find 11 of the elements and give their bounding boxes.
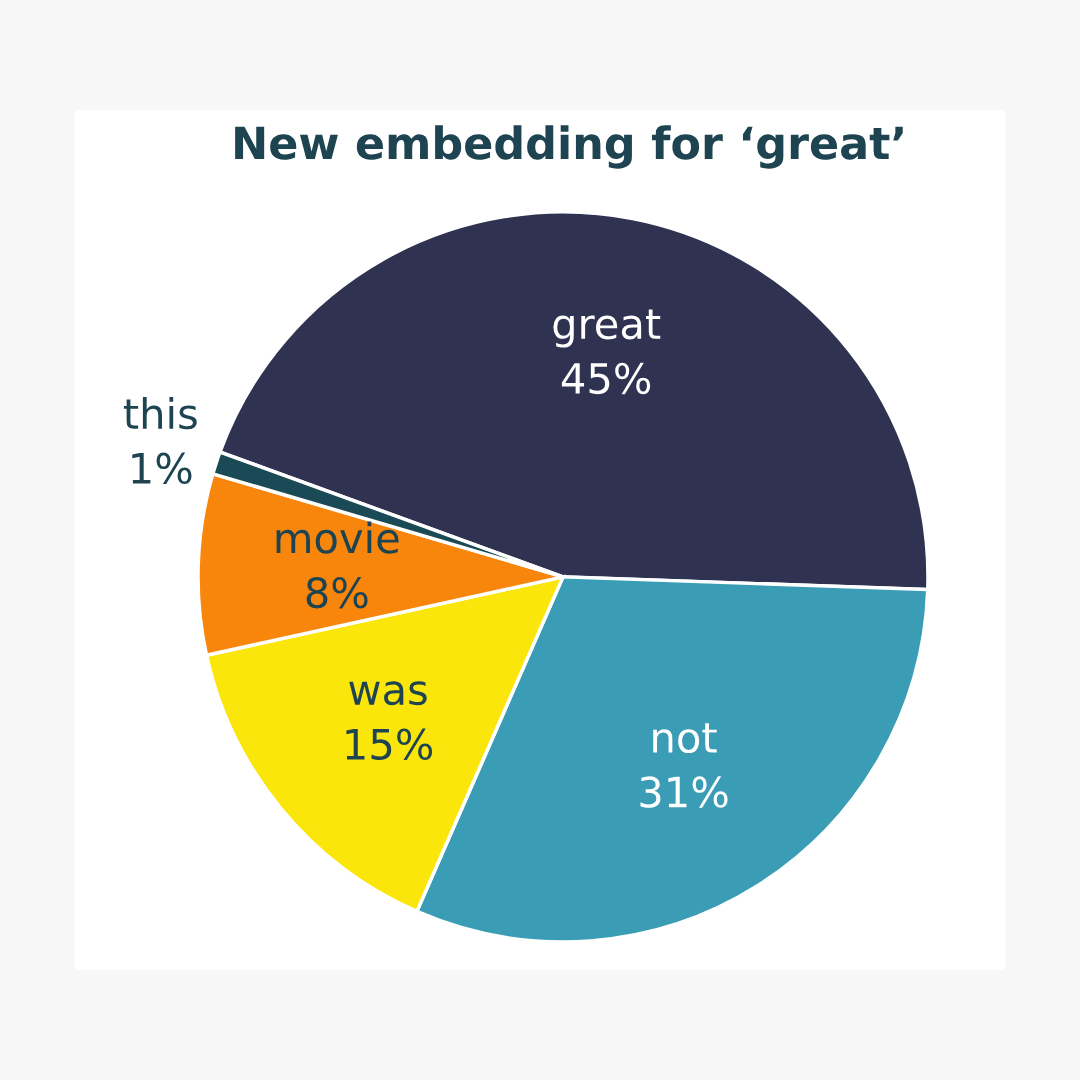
data-label: 45%: [561, 362, 651, 395]
data-label: 31%: [640, 776, 728, 808]
slice-label: movie: [276, 521, 399, 554]
slice-label: not: [653, 723, 717, 754]
chart-title: New embedding for ‘great’: [235, 125, 903, 169]
slice-label: great: [553, 309, 661, 348]
data-label: 1%: [132, 452, 192, 485]
slice-label: this: [123, 397, 197, 430]
data-label: 15%: [346, 728, 433, 760]
slice-label: was: [349, 681, 427, 706]
data-label: 8%: [306, 576, 368, 609]
